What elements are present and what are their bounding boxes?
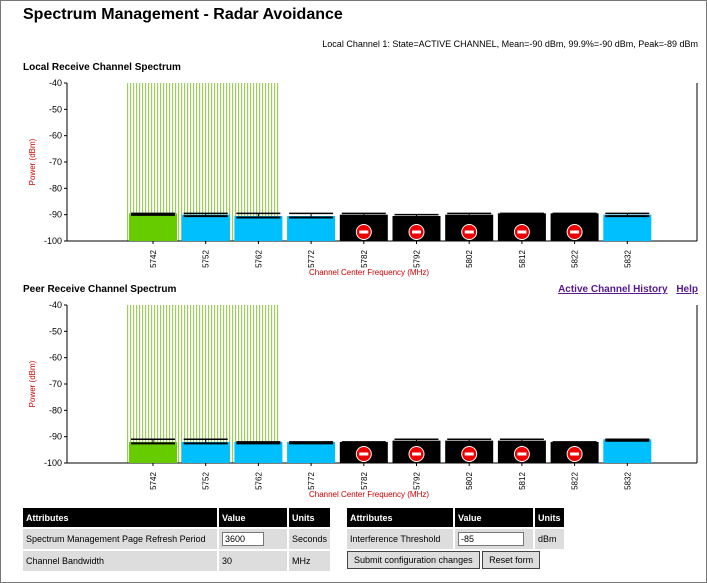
help-link[interactable]: Help <box>676 284 698 295</box>
y-tick-label: -50 <box>49 104 62 114</box>
value-cell <box>455 529 533 549</box>
x-tick-label: 5832 <box>623 472 632 490</box>
channel-bar-5772 <box>287 215 336 241</box>
header-attributes: Attributes <box>23 508 217 527</box>
interference-threshold-input[interactable] <box>458 532 524 546</box>
channel-bar-5752 <box>181 441 230 463</box>
x-tick-label: 5762 <box>254 250 263 268</box>
no-entry-icon-bar <box>517 230 527 234</box>
channel-bar-5762 <box>234 215 283 241</box>
local-spectrum-title: Local Receive Channel Spectrum <box>23 62 181 73</box>
attributes-table-2: Attributes Value Units Interference Thre… <box>345 506 566 571</box>
x-tick-label: 5802 <box>465 472 474 490</box>
attribute-label: Interference Threshold <box>347 529 453 549</box>
x-tick-label: 5792 <box>413 250 422 268</box>
table-row: Spectrum Management Page Refresh Period … <box>23 529 331 549</box>
table-row: Channel Bandwidth 30 MHz <box>23 551 331 571</box>
refresh-period-input[interactable] <box>222 532 264 546</box>
channel-bar-5742 <box>129 213 177 241</box>
x-tick-label: 5802 <box>465 250 474 268</box>
no-entry-icon-bar <box>517 452 527 456</box>
header-value: Value <box>455 508 533 527</box>
page-title: Spectrum Management - Radar Avoidance <box>23 6 343 23</box>
channel-bar-5752 <box>181 214 230 241</box>
x-tick-label: 5742 <box>149 250 158 268</box>
peer-links: Active Channel History Help <box>552 284 698 295</box>
y-tick-label: -100 <box>44 458 62 468</box>
peer-spectrum-title: Peer Receive Channel Spectrum <box>23 284 177 295</box>
no-entry-icon-bar <box>464 452 474 456</box>
y-tick-label: -100 <box>44 236 62 246</box>
value-cell: 30 <box>219 551 287 571</box>
x-tick-label: 5832 <box>623 250 632 268</box>
y-tick-label: -50 <box>49 326 62 336</box>
table-row: Interference Threshold dBm <box>347 529 564 549</box>
channel-bar-5742 <box>129 441 177 463</box>
y-axis-label: Power (dBm) <box>28 360 37 407</box>
x-tick-label: 5812 <box>518 250 527 268</box>
y-tick-label: -60 <box>49 353 62 363</box>
header-units: Units <box>289 508 331 527</box>
local-spectrum-chart: -40 -50 -60 -70 -80 -90 -100 Power (dBm) 5742 575… <box>28 78 698 277</box>
x-axis-label: Channel Center Frequency (MHz) <box>309 268 429 277</box>
attribute-label: Channel Bandwidth <box>23 551 217 571</box>
y-tick-label: -70 <box>49 379 62 389</box>
header-units: Units <box>535 508 564 527</box>
value-cell <box>219 529 287 549</box>
channel-bar-5832 <box>603 439 652 463</box>
no-entry-icon-bar <box>359 452 369 456</box>
no-entry-icon-bar <box>570 230 580 234</box>
form-buttons: Submit configuration changes Reset form <box>347 551 564 569</box>
x-tick-label: 5822 <box>571 472 580 490</box>
units-cell: dBm <box>535 529 564 549</box>
x-tick-label: 5742 <box>149 472 158 490</box>
no-entry-icon-bar <box>570 452 580 456</box>
channel-bar-5832 <box>603 214 652 241</box>
reset-form-button[interactable]: Reset form <box>482 551 541 569</box>
x-axis-label: Channel Center Frequency (MHz) <box>309 490 429 499</box>
x-tick-label: 5752 <box>202 472 211 490</box>
y-tick-label: -60 <box>49 131 62 141</box>
x-tick-label: 5762 <box>254 472 263 490</box>
no-entry-icon-bar <box>412 230 421 234</box>
x-tick-label: 5812 <box>518 472 527 490</box>
channel-status-line: Local Channel 1: State=ACTIVE CHANNEL, M… <box>322 39 698 49</box>
y-tick-label: -90 <box>49 210 62 220</box>
y-axis-label: Power (dBm) <box>28 138 37 185</box>
y-tick-label: -90 <box>49 432 62 442</box>
no-entry-icon-bar <box>359 230 369 234</box>
y-tick-label: -80 <box>49 405 62 415</box>
channel-bar-5772 <box>287 441 336 463</box>
x-tick-label: 5772 <box>307 250 316 268</box>
attribute-label: Spectrum Management Page Refresh Period <box>23 529 217 549</box>
units-cell: Seconds <box>289 529 331 549</box>
x-tick-label: 5822 <box>571 250 580 268</box>
active-channel-history-link[interactable]: Active Channel History <box>558 284 668 295</box>
y-tick-label: -40 <box>49 300 62 310</box>
no-entry-icon-bar <box>412 452 421 456</box>
attributes-table-1: Attributes Value Units Spectrum Manageme… <box>21 506 332 573</box>
x-tick-label: 5782 <box>360 472 369 490</box>
submit-configuration-button[interactable]: Submit configuration changes <box>347 551 480 569</box>
no-entry-icon-bar <box>464 230 474 234</box>
y-tick-label: -70 <box>49 157 62 167</box>
x-tick-label: 5772 <box>307 472 316 490</box>
header-attributes: Attributes <box>347 508 453 527</box>
peer-spectrum-chart: -40 -50 -60 -70 -80 -90 -100 Power (dBm) 5742 575… <box>28 300 698 499</box>
y-tick-label: -40 <box>49 78 62 88</box>
x-tick-label: 5792 <box>413 472 422 490</box>
channel-bar-5762 <box>234 441 283 463</box>
y-tick-label: -80 <box>49 183 62 193</box>
x-tick-label: 5782 <box>360 250 369 268</box>
units-cell: MHz <box>289 551 331 571</box>
x-tick-label: 5752 <box>202 250 211 268</box>
header-value: Value <box>219 508 287 527</box>
